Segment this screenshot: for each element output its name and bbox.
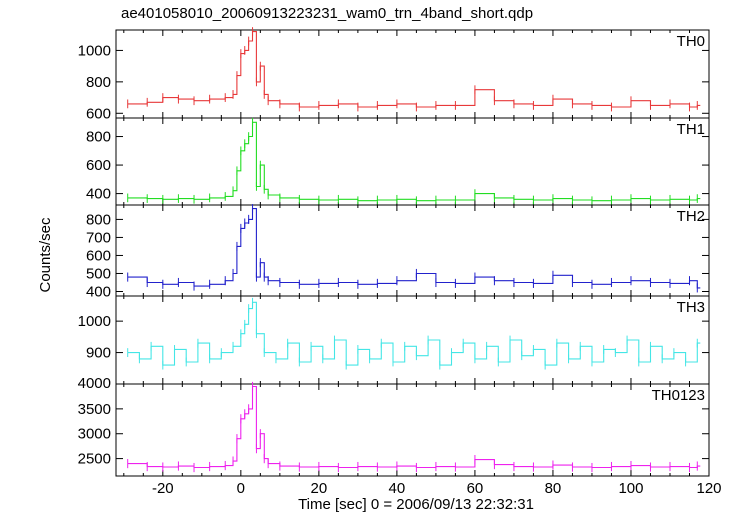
y-tick-label-th0123: 3000 (78, 426, 111, 443)
panel-label-th2: TH2 (677, 208, 705, 225)
panel-label-th3: TH3 (677, 299, 705, 316)
y-tick-label-th3: 1000 (78, 313, 111, 330)
y-tick-label-th2: 400 (86, 283, 111, 300)
series-line-th0123 (127, 385, 701, 469)
x-tick-label: 0 (237, 480, 245, 497)
y-tick-label-th1: 600 (86, 157, 111, 174)
panel-th0123: 2500 3000 3500 TH0123 (78, 381, 710, 477)
y-tick-label-th2: 800 (86, 211, 111, 228)
x-axis: -20 0 20 40 60 80 100 120 (152, 480, 722, 497)
y-tick-label-th1: 400 (86, 186, 111, 203)
panel-label-th1: TH1 (677, 121, 705, 138)
x-tick-label: 80 (545, 480, 562, 497)
y-tick-label-th0123: 3500 (78, 401, 111, 418)
x-tick-label: 100 (618, 480, 643, 497)
x-tick-label: 120 (696, 480, 721, 497)
y-tick-label-th0: 600 (86, 105, 111, 122)
x-tick-label: 20 (311, 480, 328, 497)
series-line-th2 (127, 208, 701, 289)
y-tick-label-th2: 500 (86, 265, 111, 282)
y-tick-label-extra: 4000 (78, 375, 111, 392)
panel-th1: 400 600 800 TH1 (86, 117, 710, 206)
series-line-th1 (127, 121, 701, 202)
y-tick-label-th3: 900 (86, 345, 111, 362)
series-line-th0 (127, 31, 701, 108)
panel-th0: 600 800 1000 TH0 (78, 27, 710, 122)
panel-label-th0123: TH0123 (652, 387, 705, 404)
panel-frame-th3 (115, 295, 710, 385)
panel-frame-th0123 (115, 383, 710, 477)
x-axis-label: Time [sec] 0 = 2006/09/13 22:32:31 (298, 496, 534, 513)
y-tick-label-th0123: 2500 (78, 451, 111, 468)
series-line-th3 (127, 301, 701, 366)
x-tick-label: 40 (389, 480, 406, 497)
y-tick-label-th0: 1000 (78, 42, 111, 59)
chart-title: ae401058010_20060913223231_wam0_trn_4ban… (121, 5, 533, 22)
panel-frame-th1 (115, 117, 710, 206)
y-axis-label: Counts/sec (37, 217, 54, 293)
x-tick-label: 60 (467, 480, 484, 497)
panel-label-th0: TH0 (677, 33, 705, 50)
y-tick-label-th0: 800 (86, 74, 111, 91)
y-tick-label-th2: 600 (86, 247, 111, 264)
y-tick-label-th1: 800 (86, 129, 111, 146)
y-tick-label-th2: 700 (86, 229, 111, 246)
panel-th3: 900 1000 TH3 (78, 295, 710, 385)
panel-frame-th0 (115, 29, 710, 119)
x-tick-label: -20 (152, 480, 174, 497)
